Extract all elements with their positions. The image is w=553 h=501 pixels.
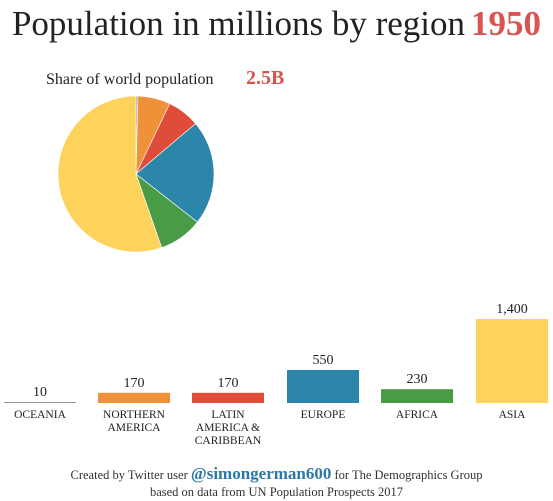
x-tick-label: NORTHERN <box>103 409 166 421</box>
x-tick-label: ASIA <box>499 409 527 421</box>
pie-total: 2.5B <box>246 67 285 89</box>
title-text: Population in millions by region <box>11 4 466 43</box>
bar-value-label: 230 <box>407 372 428 387</box>
twitter-handle[interactable]: @simongerman600 <box>190 464 332 483</box>
pie-slice-europe <box>135 123 215 223</box>
x-tick-label: CARIBBEAN <box>195 435 262 447</box>
x-tick-label: OCEANIA <box>14 409 66 421</box>
x-tick-label: AMERICA <box>107 422 161 434</box>
bar-value-label: 170 <box>218 376 239 391</box>
x-tick-label: AFRICA <box>396 409 439 421</box>
year-label: 1950 <box>471 4 542 43</box>
bar-europe <box>287 370 359 403</box>
footer-source: based on data from UN Population Prospec… <box>149 485 404 499</box>
x-tick-label: LATIN <box>211 409 245 421</box>
bar-value-label: 10 <box>33 385 47 400</box>
bar-oceania <box>4 402 76 403</box>
bar-northern-america <box>98 392 170 403</box>
chart-title: Population in millions by region 1950 <box>0 4 553 44</box>
footer-suffix: for The Demographics Group <box>334 468 483 482</box>
bar-asia <box>476 319 548 403</box>
footer-prefix: Created by Twitter user <box>70 468 188 482</box>
x-tick-label: AMERICA & <box>196 422 260 434</box>
pie-slice-asia <box>57 95 163 253</box>
pie-chart <box>57 95 215 253</box>
footer: Created by Twitter user @simongerman600 … <box>0 465 553 501</box>
bar-value-label: 170 <box>124 376 145 391</box>
pie-title: Share of world population <box>46 71 214 88</box>
bar-africa <box>381 389 453 403</box>
x-tick-label: EUROPE <box>301 409 346 421</box>
bar-latin-america-and-caribbean <box>192 392 264 403</box>
bar-value-label: 550 <box>313 353 334 368</box>
bar-value-label: 1,400 <box>496 302 528 317</box>
